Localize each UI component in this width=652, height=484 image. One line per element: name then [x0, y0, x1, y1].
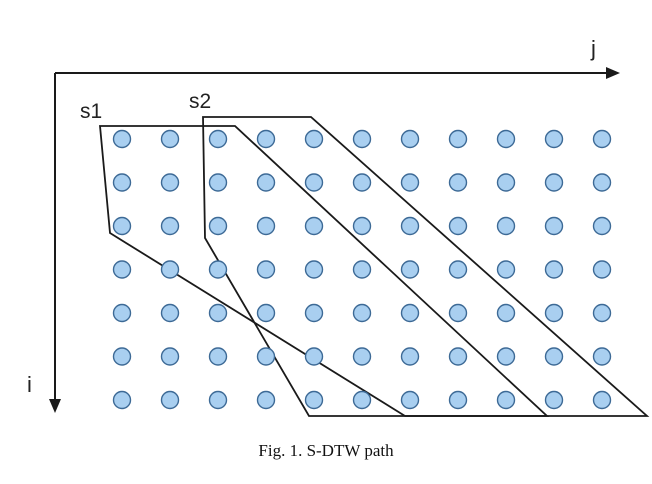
grid-node	[208, 390, 228, 410]
grid-node	[448, 347, 468, 366]
grid-node	[208, 216, 228, 236]
grid-node	[208, 260, 228, 279]
j-axis-label: j	[590, 36, 596, 61]
grid-node	[256, 216, 276, 236]
grid-node	[448, 129, 468, 149]
grid-node	[160, 129, 180, 149]
grid-node	[256, 173, 276, 192]
grid-node	[592, 260, 612, 279]
grid-node	[112, 216, 132, 236]
grid-node	[544, 303, 564, 323]
grid-node	[448, 303, 468, 323]
grid-node	[352, 173, 372, 192]
grid-node	[448, 173, 468, 192]
grid-node	[304, 129, 324, 149]
grid-node	[544, 173, 564, 192]
grid-node	[544, 390, 564, 410]
grid-node	[400, 303, 420, 323]
grid-node	[592, 216, 612, 236]
grid-node	[208, 129, 228, 149]
grid-node	[496, 347, 516, 366]
grid-node	[496, 173, 516, 192]
grid-node	[208, 173, 228, 192]
band-label-s2: s2	[189, 90, 211, 113]
grid-node	[400, 260, 420, 279]
grid-node	[496, 390, 516, 410]
grid-node	[400, 347, 420, 366]
grid-node	[544, 216, 564, 236]
sdtw-figure: j i s1 s2	[27, 36, 650, 417]
grid-node	[304, 303, 324, 323]
grid-node	[544, 347, 564, 366]
grid-node	[352, 347, 372, 366]
grid-node	[160, 173, 180, 192]
grid-node	[544, 260, 564, 279]
grid-node	[304, 260, 324, 279]
band-label-s1: s1	[80, 100, 102, 123]
grid-node	[112, 129, 132, 149]
grid-node	[160, 260, 180, 279]
grid-node	[592, 347, 612, 366]
grid-node	[256, 303, 276, 323]
figure-caption: Fig. 1. S-DTW path	[258, 441, 394, 460]
grid-node	[592, 303, 612, 323]
grid-node	[304, 173, 324, 192]
band-outlines: s1 s2	[80, 90, 650, 417]
grid-node	[400, 390, 420, 410]
i-axis-arrowhead	[49, 399, 61, 413]
i-axis-label: i	[27, 372, 32, 397]
grid-node	[160, 303, 180, 323]
grid-node	[304, 216, 324, 236]
grid-node	[352, 260, 372, 279]
grid-node	[112, 390, 132, 410]
grid-node	[400, 173, 420, 192]
grid-node	[208, 303, 228, 323]
grid-node	[208, 347, 228, 366]
grid-node	[160, 216, 180, 236]
grid-node	[352, 129, 372, 149]
band-outline-s2	[202, 116, 650, 417]
grid-node	[256, 347, 276, 366]
j-axis-arrowhead	[606, 67, 620, 79]
grid-node	[160, 347, 180, 366]
grid-node	[352, 216, 372, 236]
grid-node	[304, 347, 324, 366]
grid-node	[448, 390, 468, 410]
grid-node	[400, 216, 420, 236]
grid-node	[112, 303, 132, 323]
grid-node	[112, 173, 132, 192]
grid-node	[160, 390, 180, 410]
grid-node	[544, 129, 564, 149]
grid-node	[352, 390, 372, 410]
grid-node	[496, 129, 516, 149]
grid-node	[400, 129, 420, 149]
grid-node	[448, 260, 468, 279]
grid-nodes	[112, 129, 612, 410]
grid-node	[256, 129, 276, 149]
grid-node	[304, 390, 324, 410]
grid-node	[592, 390, 612, 410]
grid-node	[256, 390, 276, 410]
grid-node	[592, 173, 612, 192]
grid-node	[448, 216, 468, 236]
grid-node	[496, 303, 516, 323]
grid-node	[496, 260, 516, 279]
grid-node	[112, 347, 132, 366]
grid-node	[112, 260, 132, 279]
grid-node	[496, 216, 516, 236]
axes: j i	[27, 36, 620, 413]
grid-node	[352, 303, 372, 323]
grid-node	[592, 129, 612, 149]
grid-node	[256, 260, 276, 279]
